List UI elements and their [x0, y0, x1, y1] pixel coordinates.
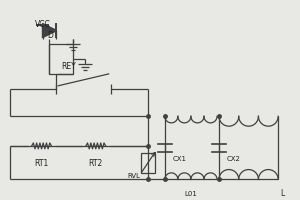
Text: CX1: CX1	[173, 156, 187, 162]
Text: RT2: RT2	[89, 159, 103, 168]
Bar	[50, 44, 73, 74]
Polygon shape	[43, 24, 56, 37]
Text: L: L	[280, 189, 284, 198]
Text: REY: REY	[61, 62, 76, 71]
Text: RVL: RVL	[127, 173, 140, 179]
Text: RT1: RT1	[34, 159, 49, 168]
Text: VCC: VCC	[35, 20, 50, 29]
Text: L01: L01	[184, 191, 197, 197]
Text: CX2: CX2	[227, 156, 241, 162]
Bar	[141, 153, 155, 173]
Text: D: D	[47, 31, 53, 40]
